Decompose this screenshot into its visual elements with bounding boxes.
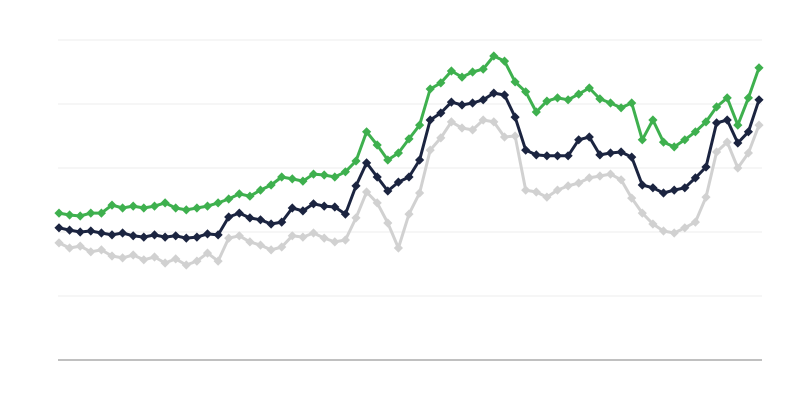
series-navy-markers: [54, 88, 764, 243]
series-green: [54, 51, 764, 221]
gridlines: [58, 39, 762, 297]
series-navy: [54, 88, 764, 243]
series-gray: [54, 115, 764, 270]
series-layer: [54, 51, 764, 270]
series-green-markers: [54, 51, 764, 221]
